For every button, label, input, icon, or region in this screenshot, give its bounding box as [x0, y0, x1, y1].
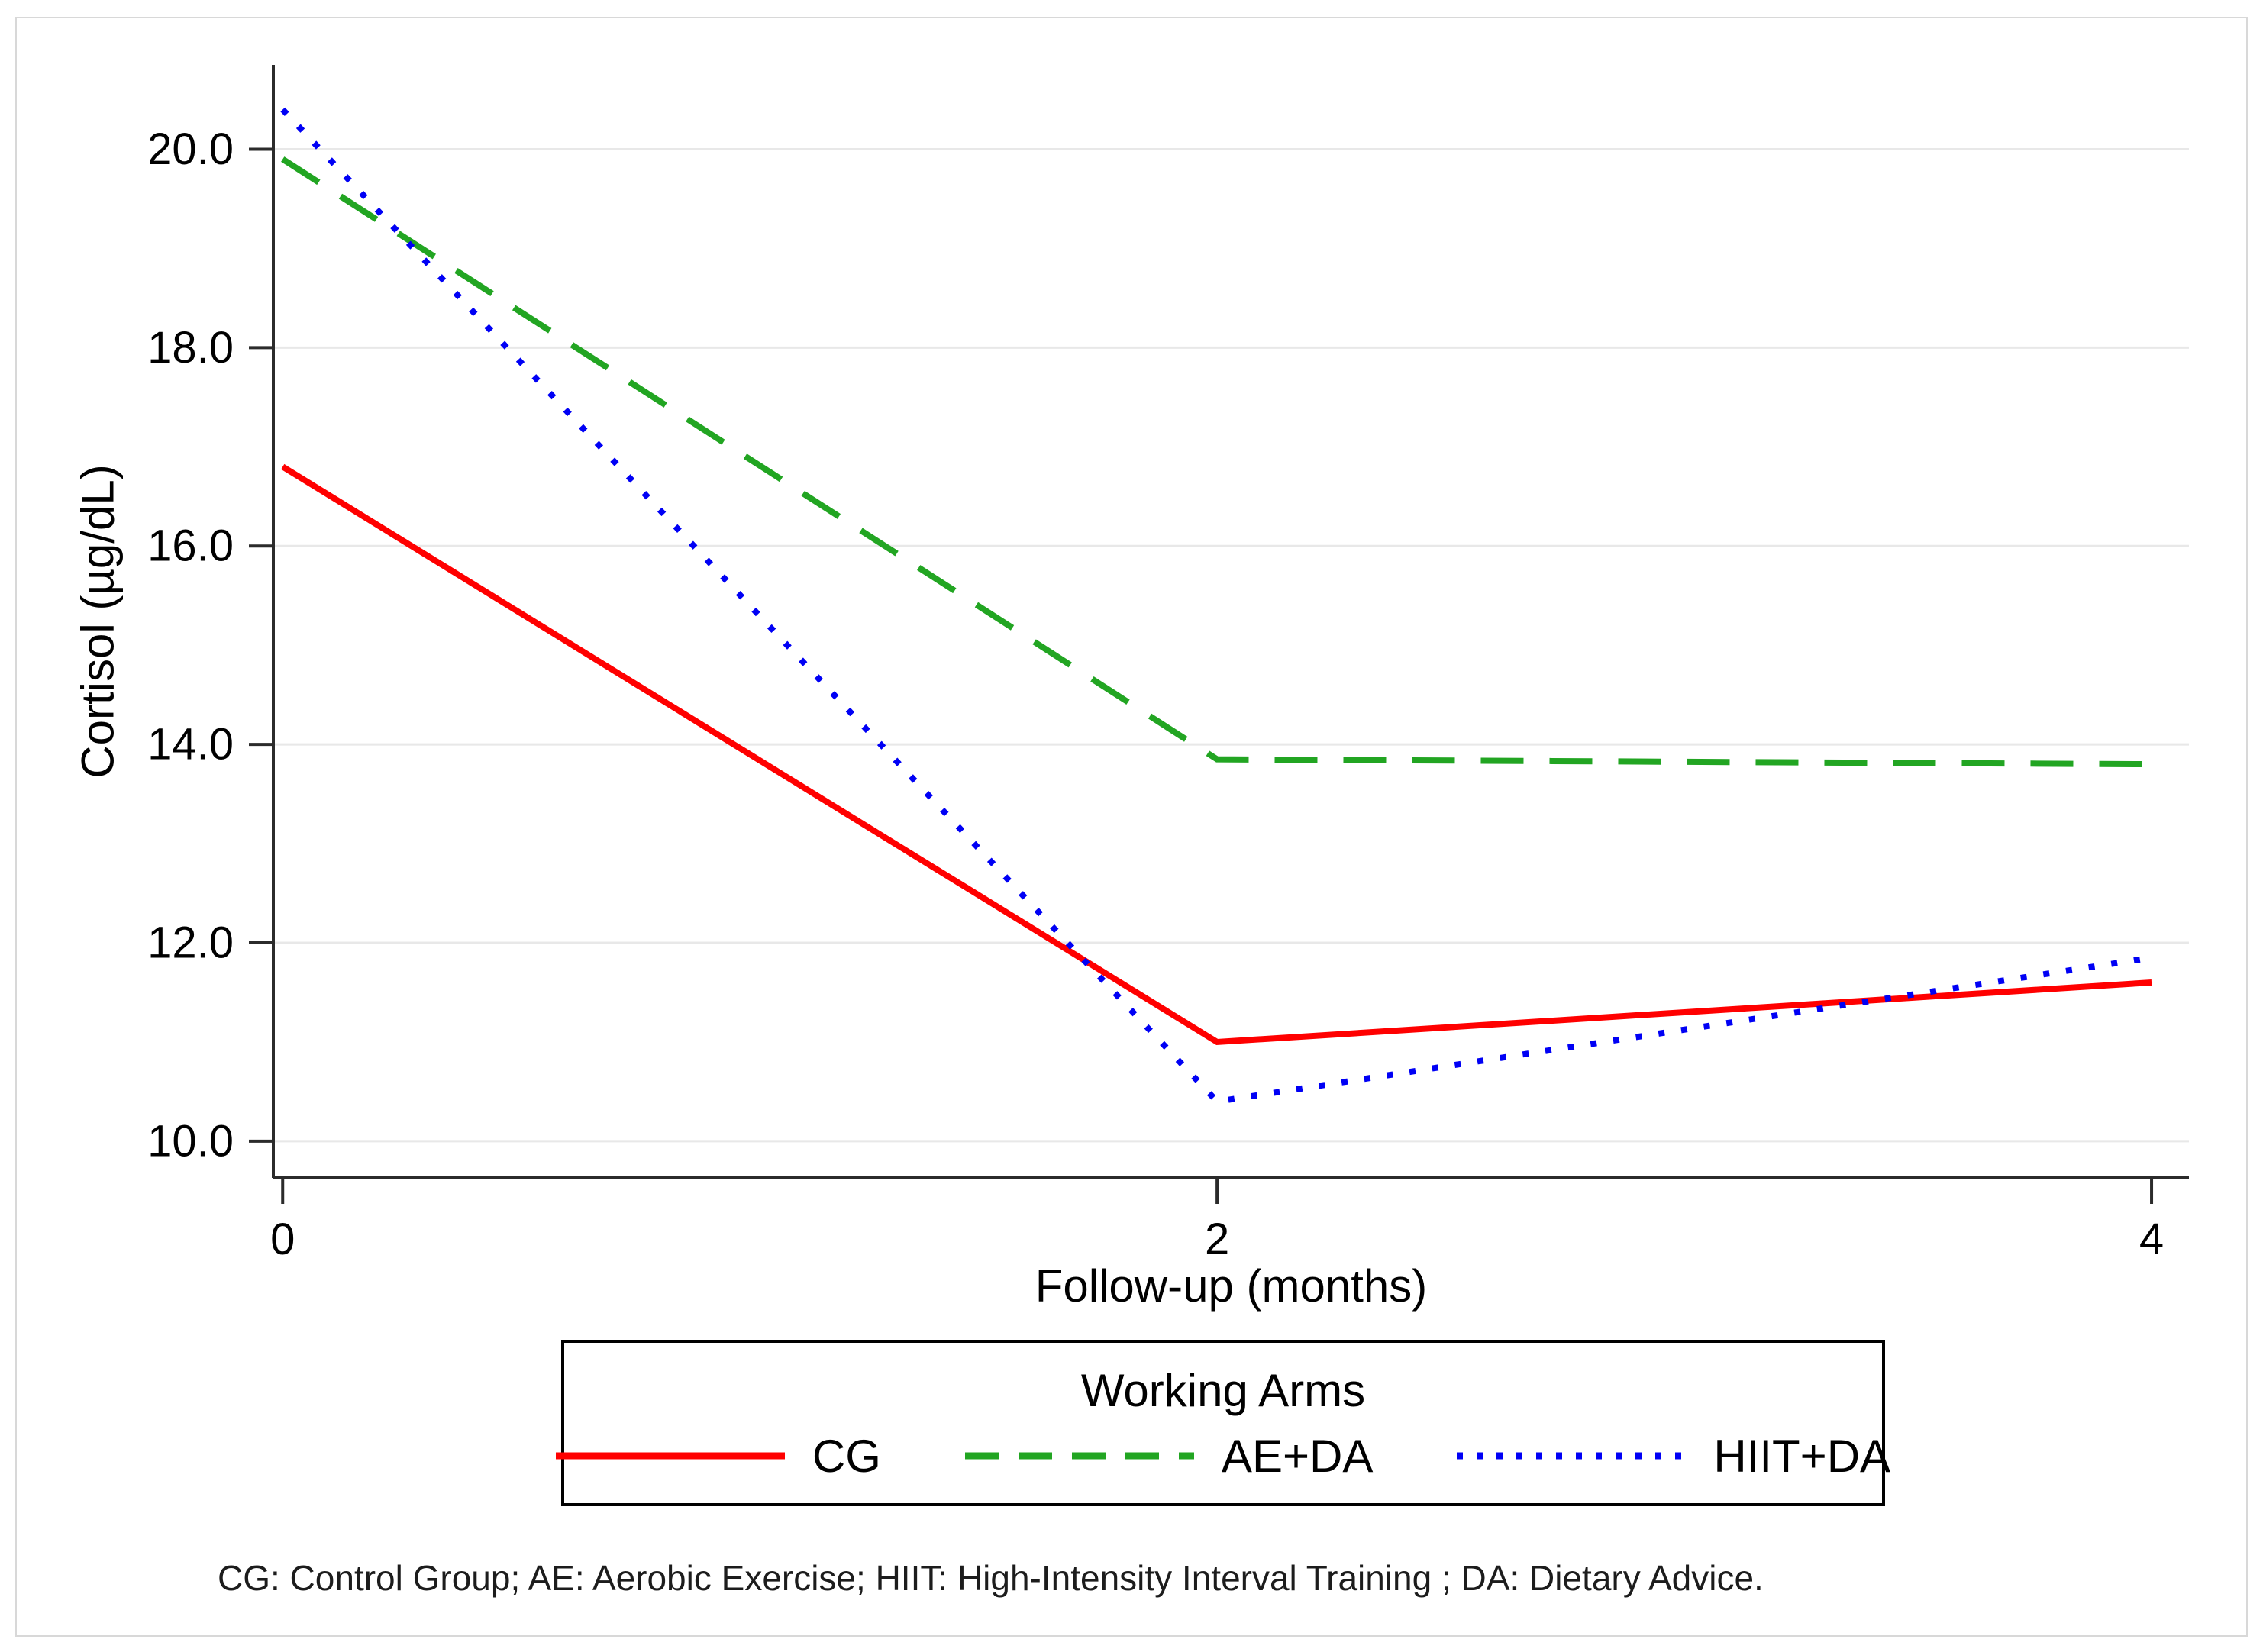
legend-swatch-ae+da: [964, 1452, 1194, 1460]
legend-swatch-hiit+da: [1457, 1452, 1687, 1460]
y-tick-label: 20.0: [147, 124, 234, 174]
legend-swatch-cg: [555, 1452, 785, 1460]
legend-entry-ae+da: AE+DA: [964, 1430, 1374, 1483]
legend-label-cg: CG: [812, 1430, 881, 1482]
y-axis-title: Cortisol (µg/dL): [72, 464, 124, 779]
y-tick-label: 12.0: [147, 918, 234, 968]
legend-title: Working Arms: [1080, 1364, 1366, 1416]
series-line-cg: [281, 463, 2152, 1046]
x-tick-label: 2: [1205, 1215, 1229, 1264]
legend-entries: CG AE+DA HIIT+DA: [555, 1430, 1890, 1483]
legend-label-hiit+da: HIIT+DA: [1713, 1430, 1891, 1482]
series-line-hiit+da: [280, 107, 2152, 1105]
x-tick-label: 4: [2139, 1215, 2164, 1264]
legend-label-ae+da: AE+DA: [1221, 1430, 1374, 1482]
x-axis-title: Follow-up (months): [1035, 1260, 1428, 1312]
y-tick-label: 16.0: [147, 521, 234, 571]
y-tick-label: 18.0: [147, 323, 234, 373]
footnote-text: CG: Control Group; AE: Aerobic Exercise;…: [218, 1558, 1764, 1598]
series-line-ae+da: [281, 156, 2152, 768]
legend-entry-cg: CG: [555, 1430, 881, 1483]
y-tick-label: 14.0: [147, 720, 234, 770]
y-tick-label: 10.0: [147, 1116, 234, 1166]
legend: Working Arms CG AE+DA HIIT+DA: [555, 1340, 1890, 1506]
x-tick-label: 0: [270, 1215, 295, 1264]
legend-entry-hiit+da: HIIT+DA: [1457, 1430, 1890, 1483]
